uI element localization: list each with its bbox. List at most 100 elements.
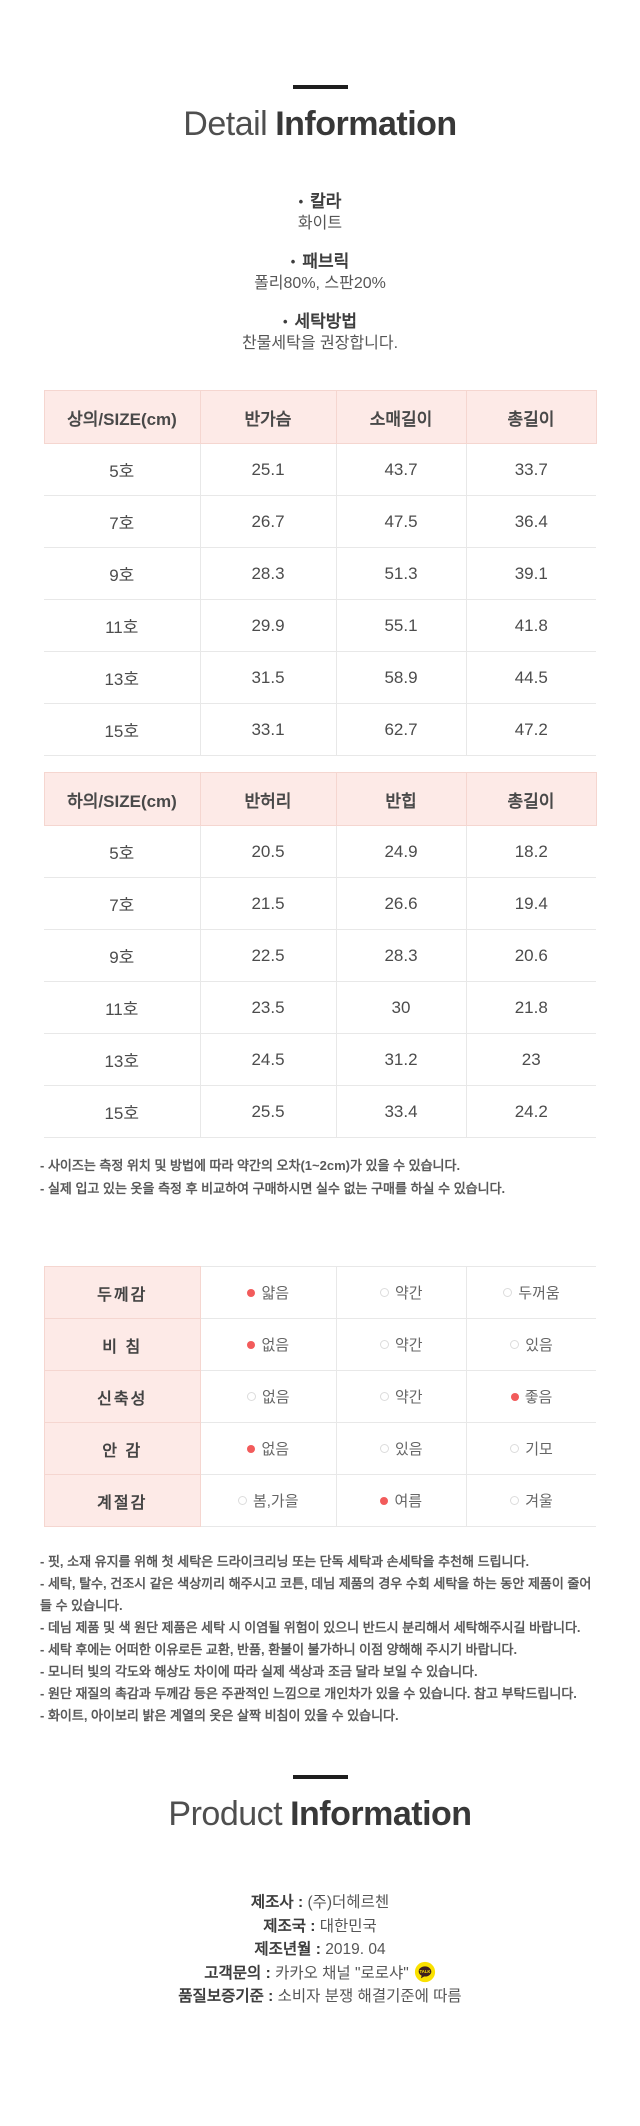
unselected-dot-icon xyxy=(379,1444,389,1453)
feature-option: 약간 xyxy=(335,1266,467,1319)
size-table-cell: 39.1 xyxy=(465,547,596,600)
size-table-cell: 9호 xyxy=(44,547,201,600)
feature-row: 계절감 봄,가을 여름 겨울 xyxy=(43,1474,597,1527)
size-table-header-cell: 상의/SIZE(cm) xyxy=(43,390,201,444)
product-info-row: 제조국 : 대한민국 xyxy=(0,1915,640,1939)
product-info-value: 대한민국 xyxy=(319,1917,377,1935)
detail-bullet-item: • 칼라 화이트 xyxy=(0,191,640,235)
size-table-cell: 21.8 xyxy=(465,981,596,1034)
fabric-feature-table: 두께감 얇음 약간 두꺼움 비 침 없음 약간 있음 신축성 없음 약간 좋음 안 감 없음 있음 기모 계절감… xyxy=(43,1266,597,1527)
unselected-dot-icon xyxy=(503,1288,513,1297)
feature-option: 약간 xyxy=(335,1370,467,1423)
feature-row: 신축성 없음 약간 좋음 xyxy=(43,1370,597,1423)
size-table-cell: 20.5 xyxy=(199,825,337,878)
size-table-row: 11호 29.9 55.1 41.8 xyxy=(44,599,596,652)
product-info-value: 카카오 채널 "로로샤" xyxy=(275,1964,409,1982)
bullet-value: 찬물세탁을 권장합니다. xyxy=(241,335,399,352)
bullet-label: • 세탁방법 xyxy=(282,312,358,331)
detail-title-light: Detail xyxy=(183,105,268,143)
size-table-cell: 9호 xyxy=(44,929,201,982)
size-table-cell: 62.7 xyxy=(335,703,467,756)
size-table-row: 5호 25.1 43.7 33.7 xyxy=(44,443,596,496)
size-table-header-cell: 총길이 xyxy=(465,390,597,444)
size-table-cell: 24.5 xyxy=(199,1033,337,1086)
size-table-cell: 26.7 xyxy=(199,495,337,548)
size-table-header-cell: 반힙 xyxy=(335,772,467,826)
size-table-cell: 13호 xyxy=(44,651,201,704)
feature-label: 신축성 xyxy=(43,1370,201,1423)
size-table-cell: 28.3 xyxy=(199,547,337,600)
size-table-cell: 30 xyxy=(335,981,467,1034)
size-table-cell: 28.3 xyxy=(335,929,467,982)
unselected-dot-icon xyxy=(510,1444,520,1453)
size-table-cell: 7호 xyxy=(44,877,201,930)
product-info-label: 제조사 : xyxy=(250,1894,308,1911)
feature-row: 안 감 없음 있음 기모 xyxy=(43,1422,597,1475)
size-table-row: 11호 23.5 30 21.8 xyxy=(44,981,596,1034)
size-table-cell: 55.1 xyxy=(335,599,467,652)
note-line: - 실제 입고 있는 옷을 측정 후 비교하여 구매하시면 실수 없는 구매를 … xyxy=(40,1181,506,1196)
note-line: - 사이즈는 측정 위치 및 방법에 따라 약간의 오차(1~2cm)가 있을 … xyxy=(40,1158,461,1173)
size-table-row: 9호 22.5 28.3 20.6 xyxy=(44,929,596,982)
size-table-cell: 15호 xyxy=(44,703,201,756)
size-table-row: 5호 20.5 24.9 18.2 xyxy=(44,825,596,878)
feature-option: 약간 xyxy=(335,1318,467,1371)
product-title-bold: Information xyxy=(290,1795,472,1833)
size-table-cell: 43.7 xyxy=(335,443,467,496)
size-table-cell: 7호 xyxy=(44,495,201,548)
product-info-label: 고객문의 : xyxy=(204,1964,276,1982)
size-table-cell: 29.9 xyxy=(199,599,337,652)
product-info-list: 제조사 : (주)더헤르첸 제조국 : 대한민국 제조년월 : 2019. 04 고객… xyxy=(0,1891,640,2009)
size-table-cell: 15호 xyxy=(44,1085,201,1138)
size-table-cell: 31.5 xyxy=(199,651,337,704)
unselected-dot-icon xyxy=(379,1392,389,1401)
feature-option: 여름 xyxy=(335,1474,467,1527)
feature-option: 얇음 xyxy=(199,1266,337,1319)
selected-dot-icon xyxy=(247,1341,256,1349)
size-table-row: 13호 24.5 31.2 23 xyxy=(44,1033,596,1086)
size-table-cell: 31.2 xyxy=(335,1033,467,1086)
size-table-row: 15호 25.5 33.4 24.2 xyxy=(44,1085,596,1138)
size-table-header-cell: 하의/SIZE(cm) xyxy=(43,772,201,826)
size-table-cell: 33.7 xyxy=(465,443,596,496)
size-table-cell: 51.3 xyxy=(335,547,467,600)
feature-option: 없음 xyxy=(199,1318,337,1371)
product-info-label: 제조국 : xyxy=(263,1917,320,1935)
note-line: - 화이트, 아이보리 밝은 계열의 옷은 살짝 비침이 있을 수 있습니다. xyxy=(40,1708,399,1723)
size-table-row: 7호 21.5 26.6 19.4 xyxy=(44,877,596,930)
feature-option: 있음 xyxy=(335,1422,467,1475)
product-info-label: 품질보증기준 : xyxy=(178,1988,278,2005)
selected-dot-icon xyxy=(247,1289,256,1297)
feature-option: 좋음 xyxy=(465,1370,597,1423)
product-info-row: 고객문의 : 카카오 채널 "로로샤" TALK xyxy=(0,1961,640,1986)
size-table-header-cell: 반가슴 xyxy=(199,390,337,444)
product-info-row: 제조사 : (주)더헤르첸 xyxy=(0,1891,640,1915)
unselected-dot-icon xyxy=(237,1496,247,1505)
bullet-dot-icon: • xyxy=(290,254,296,269)
feature-row: 비 침 없음 약간 있음 xyxy=(43,1318,597,1371)
size-table-cell: 33.4 xyxy=(335,1085,467,1138)
product-info-row: 품질보증기준 : 소비자 분쟁 해결기준에 따름 xyxy=(0,1985,640,2009)
note-line: - 세탁 후에는 어떠한 이유로든 교환, 반품, 환불이 불가하니 이점 양해… xyxy=(40,1642,518,1657)
bottom-size-table: 하의/SIZE(cm) 반허리 반힙 총길이 5호 20.5 24.9 18.2 7호 21.5… xyxy=(43,772,597,1138)
feature-option: 없음 xyxy=(199,1422,337,1475)
feature-label: 두께감 xyxy=(43,1266,201,1319)
note-line: - 세탁, 탈수, 건조시 같은 색상끼리 해주시고 코튼, 데님 제품의 경우… xyxy=(40,1576,592,1613)
product-info-value: 2019. 04 xyxy=(325,1941,386,1958)
size-table-row: 7호 26.7 47.5 36.4 xyxy=(44,495,596,548)
size-table-cell: 58.9 xyxy=(335,651,467,704)
selected-dot-icon xyxy=(380,1497,389,1505)
detail-bullet-list: • 칼라 화이트 • 패브릭 폴리80%, 스판20% • 세탁방법 찬물세탁을 권장합니다. xyxy=(0,191,640,355)
feature-option: 있음 xyxy=(465,1318,597,1371)
size-table-cell: 47.5 xyxy=(335,495,467,548)
size-table-cell: 44.5 xyxy=(465,651,596,704)
detail-section-title: Detail Information xyxy=(0,103,640,145)
size-table-cell: 25.5 xyxy=(199,1085,337,1138)
bottom-size-table-header-row: 하의/SIZE(cm) 반허리 반힙 총길이 xyxy=(43,772,597,826)
detail-section-divider xyxy=(292,85,348,89)
size-table-cell: 23.5 xyxy=(199,981,337,1034)
size-table-cell: 13호 xyxy=(44,1033,201,1086)
detail-title-bold: Information xyxy=(275,105,457,143)
size-table-row: 15호 33.1 62.7 47.2 xyxy=(44,703,596,756)
